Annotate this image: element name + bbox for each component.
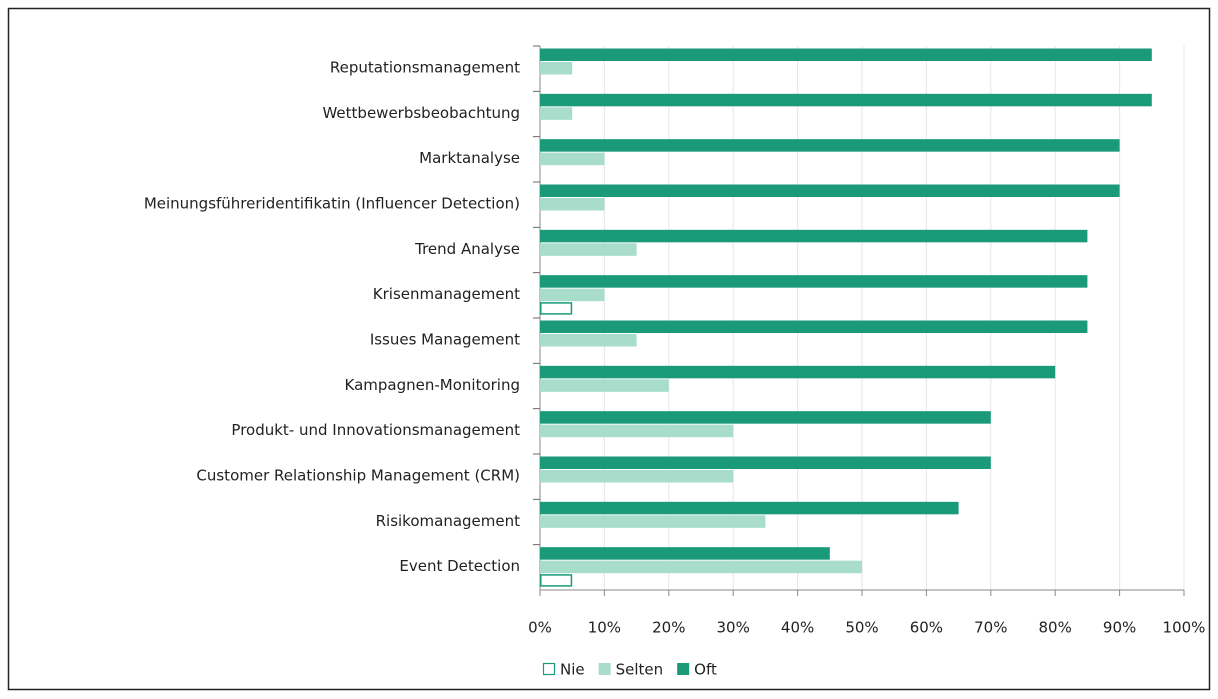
y-tick-label: Wettbewerbsbeobachtung xyxy=(322,104,520,122)
bar xyxy=(540,379,669,392)
bar xyxy=(540,320,1088,333)
y-tick-label: Kampagnen-Monitoring xyxy=(345,376,520,394)
bar xyxy=(540,424,734,438)
bar xyxy=(540,547,830,560)
x-tick-label: 40% xyxy=(781,619,814,637)
x-tick-label: 60% xyxy=(910,619,943,637)
x-tick-label: 100% xyxy=(1163,619,1206,637)
legend-swatch xyxy=(542,662,556,676)
bar xyxy=(540,229,1088,243)
bar xyxy=(540,456,991,469)
frame xyxy=(7,7,1211,691)
bar xyxy=(540,152,605,166)
y-tick-label: Customer Relationship Management (CRM) xyxy=(196,467,520,485)
y-tick-label: Trend Analyse xyxy=(414,240,520,258)
x-tick-label: 80% xyxy=(1039,619,1072,637)
y-tick-label: Reputationsmanagement xyxy=(330,59,520,77)
bar xyxy=(540,515,766,528)
bar xyxy=(540,48,1152,61)
bar xyxy=(540,470,734,483)
y-tick-label: Produkt- und Innovationsmanagement xyxy=(231,421,520,439)
x-tick-label: 50% xyxy=(845,619,878,637)
bar xyxy=(540,411,991,424)
x-tick-label: 30% xyxy=(717,619,750,637)
bar xyxy=(540,288,605,302)
bar xyxy=(540,184,1120,197)
bar xyxy=(540,62,573,75)
bar xyxy=(540,574,573,587)
bar xyxy=(540,501,959,515)
bar xyxy=(540,243,637,256)
legend-label: Oft xyxy=(694,661,717,679)
legend-label: Selten xyxy=(616,661,664,679)
y-tick-label: Meinungsführeridentifikatin (Influencer … xyxy=(144,195,520,213)
y-tick-label: Event Detection xyxy=(399,557,520,575)
bar xyxy=(540,275,1088,288)
x-tick-label: 90% xyxy=(1103,619,1136,637)
x-tick-label: 70% xyxy=(974,619,1007,637)
x-tick-label: 10% xyxy=(588,619,621,637)
y-tick-label: Krisenmanagement xyxy=(373,285,520,303)
legend-swatch xyxy=(677,663,690,675)
bar xyxy=(540,560,862,574)
bar xyxy=(540,302,573,315)
legend-label: Nie xyxy=(560,661,585,679)
bar xyxy=(540,139,1120,152)
legend-swatch xyxy=(598,663,611,675)
bar xyxy=(540,365,1056,379)
bar xyxy=(540,334,637,347)
y-tick-label: Marktanalyse xyxy=(419,149,520,167)
bar xyxy=(540,198,605,211)
bar xyxy=(540,107,573,120)
x-tick-label: 20% xyxy=(652,619,685,637)
y-tick-label: Issues Management xyxy=(370,331,520,349)
y-tick-label: Risikomanagement xyxy=(376,512,521,530)
x-tick-label: 0% xyxy=(528,619,552,637)
bar xyxy=(540,93,1152,107)
